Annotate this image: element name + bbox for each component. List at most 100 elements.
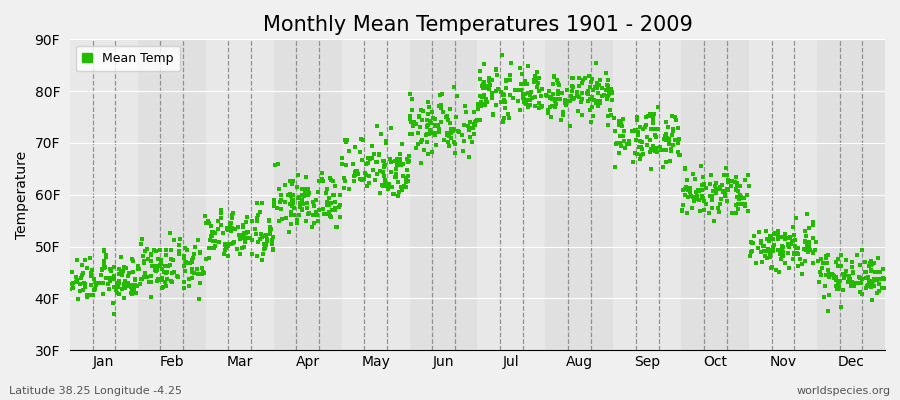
Point (697, 197, 711, 204)
Point (662, 124, 676, 130)
Point (649, 144, 663, 151)
Point (499, 84, 513, 91)
Point (67, 280, 81, 286)
Point (96, 247, 111, 254)
Point (754, 237, 769, 244)
Point (320, 198, 334, 205)
Point (597, 92, 611, 98)
Point (827, 273, 842, 279)
Point (414, 107, 428, 114)
Point (583, 106, 598, 113)
Point (585, 104, 599, 111)
Point (115, 272, 130, 278)
Point (560, 87, 574, 94)
Point (741, 172, 755, 178)
Point (267, 200, 282, 207)
Point (379, 140, 393, 146)
Point (860, 283, 874, 289)
Point (864, 284, 878, 290)
Point (447, 150, 462, 156)
Point (656, 164, 670, 170)
Point (278, 181, 293, 188)
Point (798, 247, 813, 253)
Point (842, 273, 856, 279)
Point (356, 136, 370, 143)
Point (790, 250, 805, 256)
Point (172, 248, 186, 254)
Point (520, 97, 535, 103)
Point (399, 184, 413, 190)
Point (553, 82, 567, 88)
Point (846, 268, 860, 275)
Point (144, 279, 158, 285)
Point (236, 222, 250, 228)
Point (89, 282, 104, 289)
Point (660, 135, 674, 141)
Point (800, 242, 814, 249)
Point (263, 224, 277, 230)
Point (395, 140, 410, 147)
Point (347, 178, 362, 184)
Point (849, 280, 863, 286)
Point (744, 248, 759, 254)
Point (864, 267, 878, 274)
Point (780, 250, 795, 256)
Point (423, 127, 437, 134)
Point (590, 80, 605, 86)
Point (309, 209, 323, 215)
Point (170, 273, 184, 279)
Point (94, 266, 109, 272)
Point (349, 168, 364, 174)
Point (328, 183, 342, 189)
Point (479, 99, 493, 106)
Point (845, 259, 859, 266)
Point (565, 82, 580, 89)
Point (83, 292, 97, 298)
Point (296, 193, 310, 199)
Point (432, 126, 446, 132)
Point (482, 78, 496, 84)
Point (354, 136, 368, 142)
Point (178, 244, 193, 251)
Point (762, 254, 777, 260)
Point (760, 236, 774, 242)
Point (154, 257, 168, 263)
Point (737, 203, 751, 210)
Point (409, 121, 423, 127)
Point (223, 240, 238, 247)
Point (769, 267, 783, 273)
Point (405, 107, 419, 114)
Point (514, 81, 528, 88)
Point (467, 119, 482, 126)
Point (149, 266, 164, 272)
Point (265, 241, 279, 247)
Point (272, 218, 286, 224)
Point (284, 211, 298, 218)
Point (708, 183, 723, 189)
Point (680, 177, 695, 183)
Point (447, 126, 462, 133)
Point (193, 280, 207, 286)
Point (420, 130, 435, 137)
Point (527, 73, 542, 80)
Point (216, 230, 230, 236)
Point (729, 186, 743, 193)
Point (620, 141, 634, 147)
Point (402, 91, 417, 98)
Point (873, 268, 887, 275)
Point (228, 226, 242, 232)
Point (107, 273, 122, 280)
Point (197, 270, 211, 276)
Point (150, 276, 165, 282)
Point (783, 235, 797, 241)
Point (346, 161, 360, 168)
Point (628, 127, 643, 133)
Point (422, 104, 436, 110)
Point (441, 117, 455, 123)
Point (256, 241, 271, 247)
Point (176, 253, 191, 259)
Point (223, 221, 238, 228)
Point (725, 210, 740, 217)
Point (186, 270, 201, 277)
Point (651, 126, 665, 132)
